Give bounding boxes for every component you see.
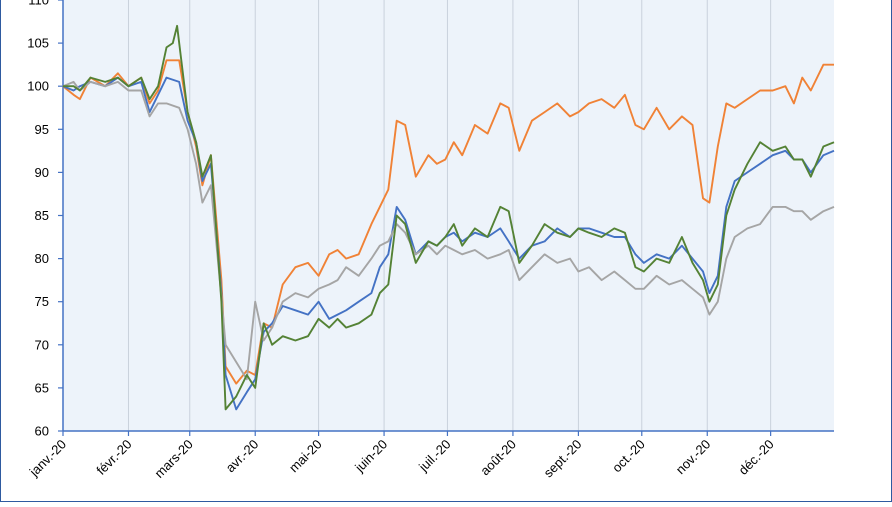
x-tick-label: mars-20 [152,437,196,481]
y-tick-label: 105 [27,36,49,51]
x-tick-label: nov.-20 [673,437,714,478]
x-tick-label: avr.-20 [223,437,262,476]
y-tick-label: 110 [28,0,49,8]
series-line-3 [62,80,835,381]
y-tick-label: 65 [35,380,49,395]
y-tick-label: 75 [35,294,49,309]
x-tick-label: juil.-20 [415,437,453,475]
x-tick-label: août-20 [477,437,519,479]
plot-area [63,0,834,431]
x-tick-label: mai-20 [286,437,325,476]
x-tick-labels: janv.-20 févr.-20 mars-20 avr.-20 mai-20 juin… [26,437,777,481]
x-tick-label: juin-20 [351,437,390,476]
axes [58,0,834,436]
y-tick-label: 85 [35,208,49,223]
x-tick-label: déc.-20 [735,437,776,478]
series-line-4 [63,24,835,411]
x-tick-label: févr.-20 [93,437,134,478]
y-tick-label: 90 [35,165,49,180]
y-tick-label: 95 [35,122,49,137]
series-lines [62,24,835,411]
x-tick-label: sept.-20 [541,437,585,481]
y-tick-label: 80 [35,251,49,266]
x-tick-label: janv.-20 [26,437,69,480]
gridlines [62,0,772,431]
y-tick-label: 70 [35,337,49,352]
y-tick-label: 60 [35,424,49,439]
y-tick-labels: 60 65 70 75 80 85 90 95 100 105 110 [27,0,49,439]
x-tick-label: oct.-20 [609,437,648,476]
y-tick-label: 100 [27,79,49,94]
